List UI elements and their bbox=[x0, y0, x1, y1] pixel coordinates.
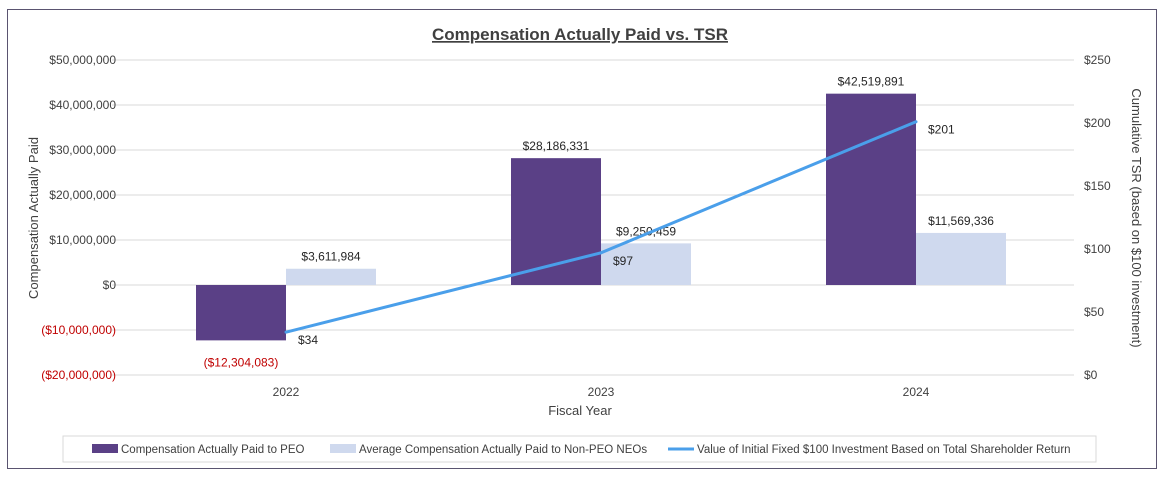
tsr-point bbox=[914, 120, 918, 124]
x-axis-label: Fiscal Year bbox=[548, 403, 612, 418]
tsr-point bbox=[284, 330, 288, 334]
bar-neo bbox=[601, 243, 691, 285]
bar-peo bbox=[196, 285, 286, 341]
data-label: $3,611,984 bbox=[301, 250, 360, 264]
data-label: $28,186,331 bbox=[523, 139, 590, 153]
bar-peo bbox=[511, 158, 601, 285]
y-tick-label: $10,000,000 bbox=[49, 233, 116, 247]
y-tick-label: $30,000,000 bbox=[49, 143, 116, 157]
y2-tick-label: $50 bbox=[1084, 305, 1104, 319]
chart-frame bbox=[7, 9, 1157, 469]
y-tick-label: $40,000,000 bbox=[49, 98, 116, 112]
legend-box bbox=[62, 435, 1097, 463]
y2-tick-label: $150 bbox=[1084, 179, 1111, 193]
legend-swatch bbox=[92, 444, 118, 453]
y-tick-label: $20,000,000 bbox=[49, 188, 116, 202]
bar-peo bbox=[826, 93, 916, 285]
y-axis-label: Compensation Actually Paid bbox=[26, 137, 41, 299]
data-label: ($12,304,083) bbox=[204, 355, 279, 369]
x-tick-label: 2024 bbox=[903, 385, 930, 399]
y2-tick-label: $200 bbox=[1084, 116, 1111, 130]
tsr-point bbox=[599, 251, 603, 255]
x-tick-label: 2023 bbox=[588, 385, 615, 399]
y2-axis-label: Cumulative TSR (based on $100 investment… bbox=[1129, 88, 1144, 347]
data-label: $11,569,336 bbox=[928, 214, 994, 228]
tsr-data-label: $201 bbox=[928, 123, 955, 137]
tsr-data-label: $97 bbox=[613, 254, 633, 268]
tsr-data-label: $34 bbox=[298, 333, 318, 347]
legend-entry: Average Compensation Actually Paid to No… bbox=[359, 444, 647, 456]
legend-swatch bbox=[330, 444, 356, 453]
y2-tick-label: $100 bbox=[1084, 242, 1111, 256]
y2-tick-label: $250 bbox=[1084, 53, 1111, 67]
legend-entry: Compensation Actually Paid to PEO bbox=[121, 444, 305, 456]
y2-tick-label: $0 bbox=[1084, 368, 1098, 382]
y-tick-label: ($20,000,000) bbox=[41, 368, 116, 382]
bar-neo bbox=[916, 232, 1006, 285]
legend-entry: Value of Initial Fixed $100 Investment B… bbox=[697, 444, 1071, 456]
y-tick-label: ($10,000,000) bbox=[41, 323, 116, 337]
data-label: $42,519,891 bbox=[838, 75, 905, 89]
y-tick-label: $0 bbox=[103, 278, 117, 292]
y-tick-label: $50,000,000 bbox=[49, 53, 116, 67]
x-tick-label: 2022 bbox=[273, 385, 300, 399]
chart-title: Compensation Actually Paid vs. TSR bbox=[432, 25, 728, 44]
bar-neo bbox=[286, 268, 376, 285]
